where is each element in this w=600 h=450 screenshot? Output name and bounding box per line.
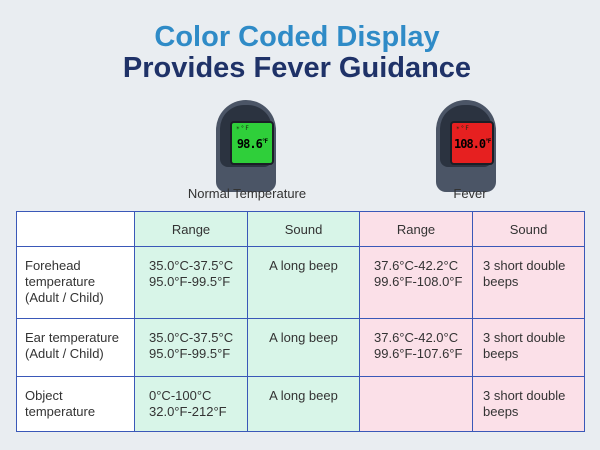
table-row-forehead: Forehead temperature (Adult / Child) 35.… bbox=[16, 246, 585, 319]
fever-range: 37.6°C-42.2°C 99.6°F-108.0°F bbox=[359, 246, 473, 319]
row-label: Ear temperature (Adult / Child) bbox=[16, 318, 135, 377]
table-row-object: Object temperature 0°C-100°C 32.0°F-212°… bbox=[16, 376, 585, 432]
normal-reading: 98.6 bbox=[236, 137, 263, 151]
normal-range: 0°C-100°C 32.0°F-212°F bbox=[134, 376, 248, 432]
fever-range: 37.6°C-42.0°C 99.6°F-107.6°F bbox=[359, 318, 473, 377]
fever-reading: 108.0 bbox=[454, 137, 486, 151]
header-empty bbox=[16, 211, 135, 247]
row-label: Forehead temperature (Adult / Child) bbox=[16, 246, 135, 319]
normal-sound: A long beep bbox=[247, 318, 360, 377]
fever-range bbox=[359, 376, 473, 432]
sun-icon: ☀°F bbox=[456, 125, 470, 132]
header-fever-sound: Sound bbox=[472, 211, 585, 247]
fever-unit: °F bbox=[485, 138, 491, 145]
fever-sound: 3 short double beeps bbox=[472, 246, 585, 319]
fever-guidance-table: Range Sound Range Sound Forehead tempera… bbox=[16, 211, 585, 432]
headline-line2: Provides Fever Guidance bbox=[122, 52, 472, 84]
normal-sound: A long beep bbox=[247, 246, 360, 319]
row-label: Object temperature bbox=[16, 376, 135, 432]
fever-screen: ☀°F 108.0°F bbox=[450, 121, 494, 165]
header-normal-sound: Sound bbox=[247, 211, 360, 247]
normal-temperature-label: Normal Temperature bbox=[187, 186, 307, 201]
normal-range: 35.0°C-37.5°C 95.0°F-99.5°F bbox=[134, 246, 248, 319]
sun-icon: ☀°F bbox=[236, 125, 250, 132]
header-row: Range Sound Range Sound bbox=[16, 211, 585, 247]
fever-label: Fever bbox=[453, 186, 487, 201]
thermometer-normal-image: ☀°F 98.6°F bbox=[210, 100, 282, 192]
thermometer-fever-image: ☀°F 108.0°F bbox=[430, 100, 502, 192]
normal-screen: ☀°F 98.6°F bbox=[230, 121, 274, 165]
fever-sound: 3 short double beeps bbox=[472, 376, 585, 432]
header-normal-range: Range bbox=[134, 211, 248, 247]
normal-range: 35.0°C-37.5°C 95.0°F-99.5°F bbox=[134, 318, 248, 377]
fever-sound: 3 short double beeps bbox=[472, 318, 585, 377]
headline-line1: Color Coded Display bbox=[154, 21, 440, 53]
header-fever-range: Range bbox=[359, 211, 473, 247]
normal-sound: A long beep bbox=[247, 376, 360, 432]
normal-unit: °F bbox=[261, 138, 268, 145]
table-row-ear: Ear temperature (Adult / Child) 35.0°C-3… bbox=[16, 318, 585, 377]
